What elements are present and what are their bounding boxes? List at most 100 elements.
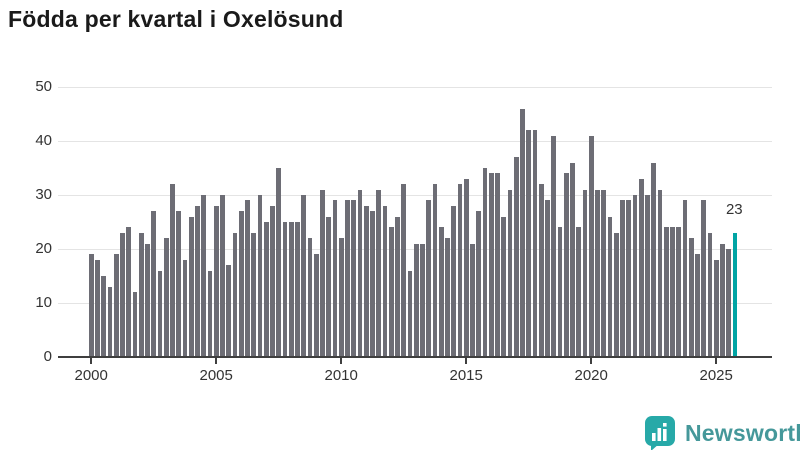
bar <box>95 259 100 357</box>
y-axis-tick-label: 40 <box>35 132 52 149</box>
newsworthy-logo[interactable]: Newsworthy <box>644 415 800 450</box>
bar <box>682 200 688 357</box>
bar <box>688 238 694 357</box>
bar <box>526 130 532 357</box>
newsworthy-logo-icon <box>645 416 675 450</box>
bar <box>88 254 94 357</box>
x-axis-tick-label: 2010 <box>324 367 358 384</box>
bar <box>588 135 594 357</box>
bar <box>476 211 482 357</box>
gridline <box>58 87 772 88</box>
bar <box>176 211 182 357</box>
bar <box>563 173 569 357</box>
bar <box>551 135 557 357</box>
bar <box>495 173 500 357</box>
bar <box>507 189 513 357</box>
bar <box>457 184 463 357</box>
bar <box>332 200 338 357</box>
bar <box>363 205 369 357</box>
x-axis-tick-label: 2000 <box>74 367 108 384</box>
bar <box>151 211 157 357</box>
bar <box>226 265 232 357</box>
bar <box>445 238 450 357</box>
x-axis-tick <box>465 358 468 364</box>
bar <box>345 200 350 357</box>
bar <box>470 243 475 357</box>
bar <box>451 205 457 357</box>
bar <box>407 270 413 357</box>
bar <box>438 227 444 357</box>
bar <box>326 216 332 357</box>
bar <box>426 200 432 357</box>
x-axis-line <box>58 356 772 358</box>
bar <box>601 189 607 357</box>
bar <box>388 227 394 357</box>
gridline <box>58 141 772 142</box>
bar <box>463 178 469 357</box>
bar <box>113 254 119 357</box>
bar <box>288 222 294 357</box>
bar <box>651 162 657 357</box>
bar <box>351 200 357 357</box>
bar <box>513 157 519 357</box>
bar <box>320 189 325 357</box>
bar <box>101 276 107 357</box>
bar <box>257 195 263 357</box>
bar <box>576 227 582 357</box>
bar <box>657 189 663 357</box>
bar <box>207 270 213 357</box>
bar <box>557 227 563 357</box>
bar <box>595 189 600 357</box>
y-axis-tick-label: 0 <box>43 348 52 365</box>
bar <box>607 216 613 357</box>
bar <box>645 195 650 357</box>
chart-title: Födda per kvartal i Oxelösund <box>8 6 344 32</box>
bar <box>401 184 407 357</box>
gridline <box>58 195 772 196</box>
bar <box>395 216 400 357</box>
x-axis-tick <box>90 358 93 364</box>
bar <box>720 243 725 357</box>
bar <box>520 108 525 357</box>
x-axis-tick-label: 2015 <box>449 367 483 384</box>
bar <box>488 173 494 357</box>
bar <box>620 200 625 357</box>
bar <box>420 243 425 357</box>
bar <box>676 227 682 357</box>
x-axis-tick <box>215 358 218 364</box>
newsworthy-logo-text: Newsworthy <box>685 420 800 446</box>
bar <box>232 232 238 357</box>
bar <box>276 168 282 357</box>
bar <box>570 162 575 357</box>
y-axis-tick-label: 20 <box>35 240 52 257</box>
x-axis-tick <box>590 358 593 364</box>
bar <box>107 286 113 357</box>
bar <box>138 232 144 357</box>
bar <box>282 222 288 357</box>
bar <box>638 178 644 357</box>
x-axis-tick <box>715 358 718 364</box>
bar <box>120 232 125 357</box>
latest-value-label: 23 <box>725 200 743 218</box>
bar <box>663 227 669 357</box>
x-axis-tick <box>340 358 343 364</box>
bar <box>132 292 138 357</box>
bar <box>670 227 675 357</box>
bar <box>626 200 632 357</box>
bar <box>695 254 700 357</box>
bar <box>413 243 419 357</box>
bar <box>245 200 250 357</box>
bar <box>338 238 344 357</box>
bar <box>357 189 363 357</box>
bar <box>157 270 163 357</box>
x-axis-tick-label: 2005 <box>199 367 233 384</box>
bar <box>195 205 200 357</box>
bar <box>163 238 169 357</box>
x-axis-tick-label: 2020 <box>574 367 608 384</box>
bar <box>313 254 319 357</box>
bar <box>726 249 732 357</box>
bar <box>295 222 300 357</box>
bar <box>613 232 619 357</box>
bar <box>270 205 275 357</box>
